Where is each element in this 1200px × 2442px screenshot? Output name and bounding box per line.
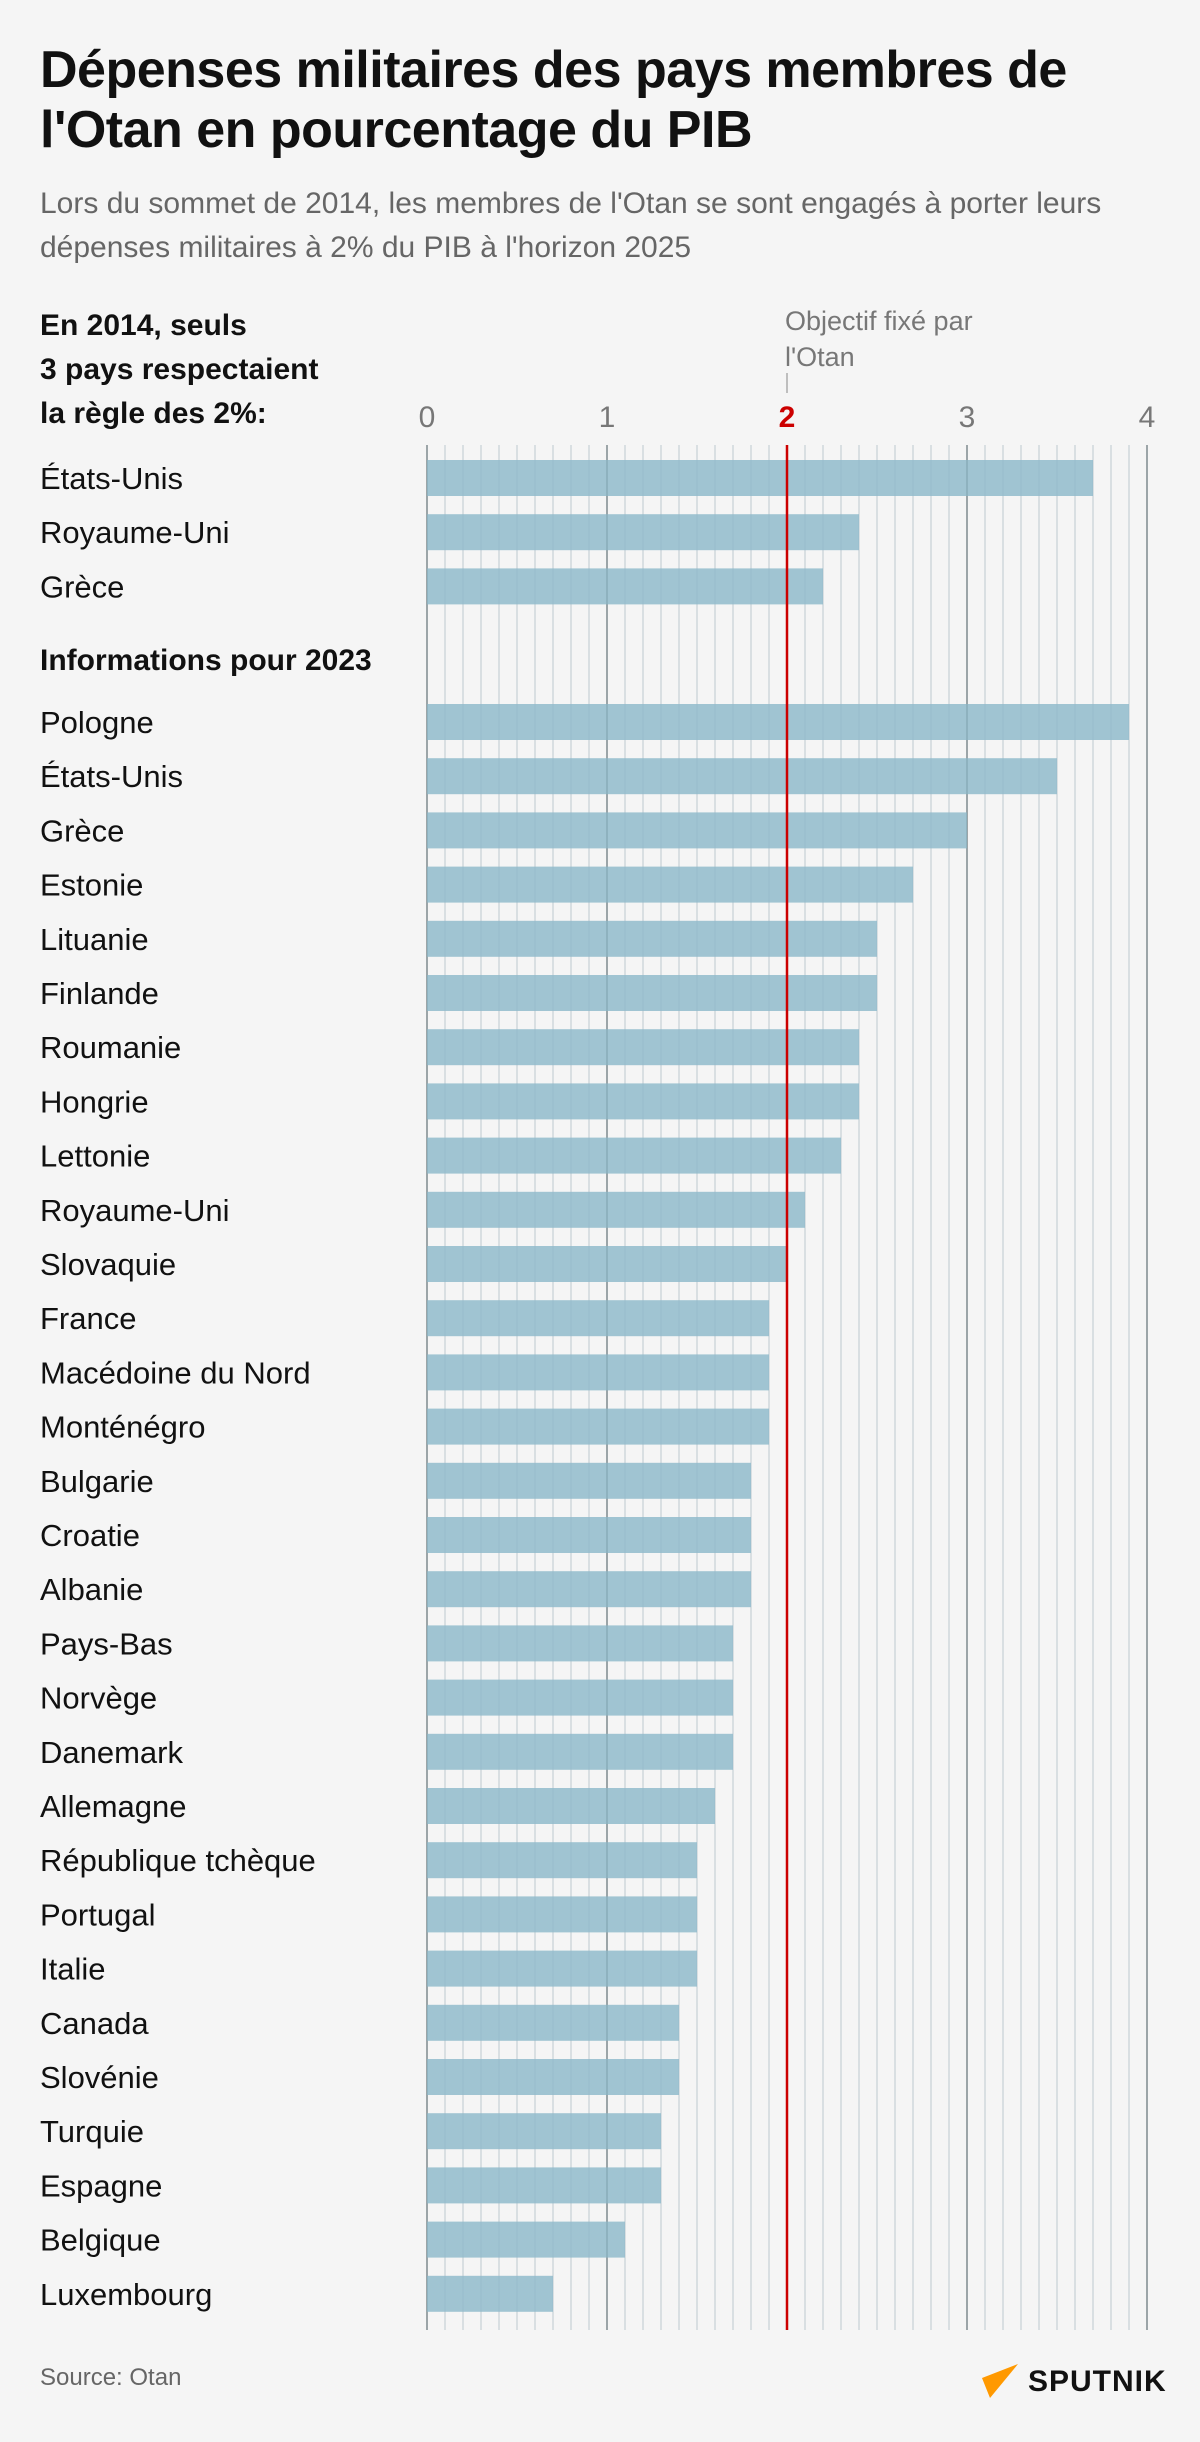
target-label: l'Otan: [785, 342, 855, 372]
bar: [427, 1896, 697, 1933]
x-tick-label: 0: [419, 401, 436, 434]
bar: [427, 1842, 697, 1879]
x-tick-label: 3: [959, 401, 976, 434]
bar: [427, 1517, 751, 1553]
bar: [427, 2059, 679, 2095]
category-label: Roumanie: [40, 1030, 181, 1065]
bar: [427, 1788, 715, 1824]
category-label: Lituanie: [40, 922, 149, 957]
bar: [427, 1137, 841, 1174]
bar: [427, 920, 877, 957]
category-label: Canada: [40, 2006, 149, 2041]
bar: [427, 1625, 733, 1662]
bar: [427, 568, 823, 605]
category-label: Turquie: [40, 2114, 144, 2149]
category-label: Danemark: [40, 1735, 183, 1770]
category-label: Bulgarie: [40, 1464, 154, 1499]
category-label: Macédoine du Nord: [40, 1355, 311, 1390]
category-label: Allemagne: [40, 1789, 186, 1824]
logo-text: SPUTNIK: [1028, 2365, 1167, 2398]
x-tick-label: 1: [599, 401, 616, 434]
bar: [427, 975, 877, 1011]
bar: [427, 1300, 769, 1337]
category-label: Royaume-Uni: [40, 515, 230, 550]
target-label: Objectif fixé par: [785, 306, 973, 336]
category-label: Slovénie: [40, 2060, 159, 2095]
category-label: Hongrie: [40, 1084, 149, 1119]
group-heading: la règle des 2%:: [40, 397, 267, 430]
bar: [427, 2113, 661, 2150]
bar: [427, 1679, 733, 1716]
category-label: Espagne: [40, 2168, 162, 2203]
bar: [427, 2221, 625, 2258]
category-label: États-Unis: [40, 461, 183, 496]
category-label: Croatie: [40, 1518, 140, 1553]
category-label: Belgique: [40, 2223, 161, 2258]
category-label: Grèce: [40, 569, 124, 604]
category-label: Norvège: [40, 1681, 157, 1716]
bar: [427, 866, 913, 903]
bar: [427, 2167, 661, 2204]
category-label: Portugal: [40, 1897, 155, 1932]
category-label: Monténégro: [40, 1410, 205, 1445]
category-label: République tchèque: [40, 1843, 316, 1878]
chart-subtitle: Lors du sommet de 2014, les membres de l…: [40, 187, 1102, 264]
bar: [427, 812, 967, 849]
category-label: Grèce: [40, 813, 124, 848]
bar: [427, 2004, 679, 2041]
category-label: Pays-Bas: [40, 1626, 173, 1661]
bar: [427, 1354, 769, 1391]
group-heading: Informations pour 2023: [40, 644, 372, 677]
category-label: Royaume-Uni: [40, 1193, 230, 1228]
bar: [427, 1571, 751, 1608]
bar: [427, 460, 1093, 496]
sputnik-logo: SPUTNIK: [982, 2362, 1167, 2402]
category-label: Lettonie: [40, 1139, 150, 1174]
group-heading: En 2014, seuls: [40, 309, 247, 342]
bar: [427, 1462, 751, 1499]
bar: [427, 1191, 805, 1228]
group-heading: 3 pays respectaient: [40, 353, 318, 386]
bar: [427, 1733, 733, 1770]
category-label: États-Unis: [40, 759, 183, 794]
bar: [427, 704, 1129, 740]
x-tick-label: 4: [1139, 401, 1156, 434]
category-label: Pologne: [40, 705, 154, 740]
chart-title: Dépenses militaires des pays membres de …: [40, 41, 1067, 159]
bar: [427, 1950, 697, 1987]
category-label: Luxembourg: [40, 2277, 212, 2312]
category-label: Italie: [40, 1952, 105, 1987]
source-note: Source: Otan: [40, 2364, 182, 2391]
category-label: Albanie: [40, 1572, 143, 1607]
category-label: Slovaquie: [40, 1247, 176, 1282]
bar: [427, 2275, 553, 2312]
bar: [427, 1408, 769, 1445]
category-label: France: [40, 1301, 136, 1336]
bar: [427, 758, 1057, 795]
category-label: Estonie: [40, 868, 143, 903]
logo-arrow-icon: [982, 2364, 1018, 2398]
x-tick-label: 2: [779, 401, 796, 434]
category-label: Finlande: [40, 976, 159, 1011]
